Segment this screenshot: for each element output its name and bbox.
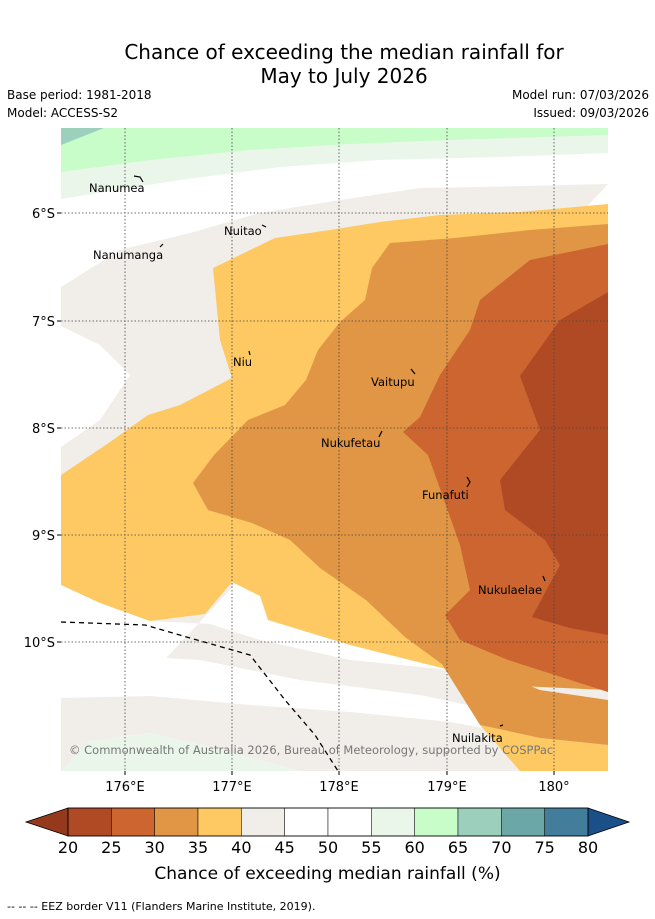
island-shape-nuilakita xyxy=(499,724,504,727)
colorbar-segment-40-45 xyxy=(241,807,285,837)
title-line-2: May to July 2026 xyxy=(260,64,428,88)
colorbar: 20 25 30 35 40 45 50 55 60 65 70 75 80 xyxy=(24,807,631,857)
graticule xyxy=(61,128,608,771)
colorbar-segment-70-75 xyxy=(501,807,545,837)
lon-label-176: 176°E xyxy=(105,780,145,795)
fill-55-60-bottom xyxy=(61,733,300,771)
island-shape-nuitao xyxy=(261,224,267,228)
colorbar-over-arrow xyxy=(587,807,631,837)
colorbar-frame xyxy=(67,807,589,837)
colorbar-tick-50: 50 xyxy=(318,838,338,857)
colorbar-tick-70: 70 xyxy=(491,838,511,857)
colorbar-segment-75-80 xyxy=(544,807,589,837)
fill-30-35-bottom xyxy=(430,645,608,745)
colorbar-segment-35-40 xyxy=(197,807,242,837)
lat-label-10s: 10°S xyxy=(24,636,55,651)
lat-label-9s: 9°S xyxy=(32,529,55,544)
fill-60-65-top xyxy=(61,128,608,172)
island-shape-niu xyxy=(248,350,251,356)
eez-border xyxy=(60,621,339,772)
model-name: Model: ACCESS-S2 xyxy=(7,106,119,120)
copyright-text: © Commonwealth of Australia 2026, Bureau… xyxy=(69,743,553,757)
island-label-nukulaelae: Nukulaelae xyxy=(478,583,542,597)
colorbar-segment-45-50 xyxy=(284,807,329,837)
colorbar-tick-55: 55 xyxy=(361,838,381,857)
colorbar-segment-55-60 xyxy=(371,807,415,837)
axis-ticks xyxy=(57,212,555,775)
island-label-nanumea: Nanumea xyxy=(89,181,145,195)
issued-date: Issued: 09/03/2026 xyxy=(533,106,649,120)
colorbar-segment-65-70 xyxy=(457,807,502,837)
colorbar-tick-80: 80 xyxy=(578,838,598,857)
island-label-niu: Niu xyxy=(233,355,252,369)
colorbar-tick-25: 25 xyxy=(101,838,121,857)
colorbar-tick-20: 20 xyxy=(58,838,78,857)
colorbar-tick-65: 65 xyxy=(448,838,468,857)
island-shape-nukulaelae xyxy=(542,575,546,582)
lat-label-8s: 8°S xyxy=(32,422,55,437)
fill-20-25 xyxy=(500,292,608,635)
island-shape-nukufetau xyxy=(378,430,383,438)
lat-label-6s: 6°S xyxy=(32,207,55,222)
lat-label-7s: 7°S xyxy=(32,315,55,330)
island-label-vaitupu: Vaitupu xyxy=(371,375,415,389)
colorbar-segment-30-35 xyxy=(154,807,199,837)
lon-label-180: 180° xyxy=(538,780,569,795)
colorbar-tick-60: 60 xyxy=(404,838,424,857)
colorbar-label: Chance of exceeding median rainfall (%) xyxy=(154,864,501,884)
island-label-nuitao: Nuitao xyxy=(224,224,262,238)
island-label-nuilakita: Nuilakita xyxy=(452,731,503,745)
colorbar-tick-75: 75 xyxy=(534,838,554,857)
base-period: Base period: 1981-2018 xyxy=(7,88,152,102)
colorbar-tick-40: 40 xyxy=(231,838,251,857)
eez-footnote: -- -- -- EEZ border V11 (Flanders Marine… xyxy=(7,900,316,913)
fill-65-70-top xyxy=(61,128,104,145)
contour-fills xyxy=(61,128,608,771)
colorbar-segment-25-30 xyxy=(111,807,155,837)
colorbar-under-arrow xyxy=(24,807,69,837)
island-shapes xyxy=(133,175,546,727)
island-label-nanumanga: Nanumanga xyxy=(93,248,163,262)
island-label-nukufetau: Nukufetau xyxy=(321,436,380,450)
colorbar-tick-45: 45 xyxy=(274,838,294,857)
island-shape-nanumea xyxy=(133,175,144,183)
map-title: Chance of exceeding the median rainfall … xyxy=(0,40,655,88)
model-run: Model run: 07/03/2026 xyxy=(511,88,649,102)
colorbar-tick-30: 30 xyxy=(144,838,164,857)
island-shape-vaitupu xyxy=(410,368,416,375)
title-line-1: Chance of exceeding the median rainfall … xyxy=(124,40,564,64)
colorbar-segment-60-65 xyxy=(414,807,459,837)
colorbar-tick-35: 35 xyxy=(188,838,208,857)
lon-label-178: 178°E xyxy=(319,780,359,795)
lon-label-179: 179°E xyxy=(427,780,467,795)
island-shape-nanumanga xyxy=(159,243,164,248)
fill-40-45-bottom xyxy=(61,696,608,771)
lon-label-177: 177°E xyxy=(212,780,252,795)
colorbar-segment-20-25 xyxy=(67,807,112,837)
island-shape-funafuti xyxy=(466,476,471,488)
island-label-funafuti: Funafuti xyxy=(422,488,469,502)
fill-35-40-corner xyxy=(480,725,608,771)
colorbar-segment-50-55 xyxy=(327,807,372,837)
